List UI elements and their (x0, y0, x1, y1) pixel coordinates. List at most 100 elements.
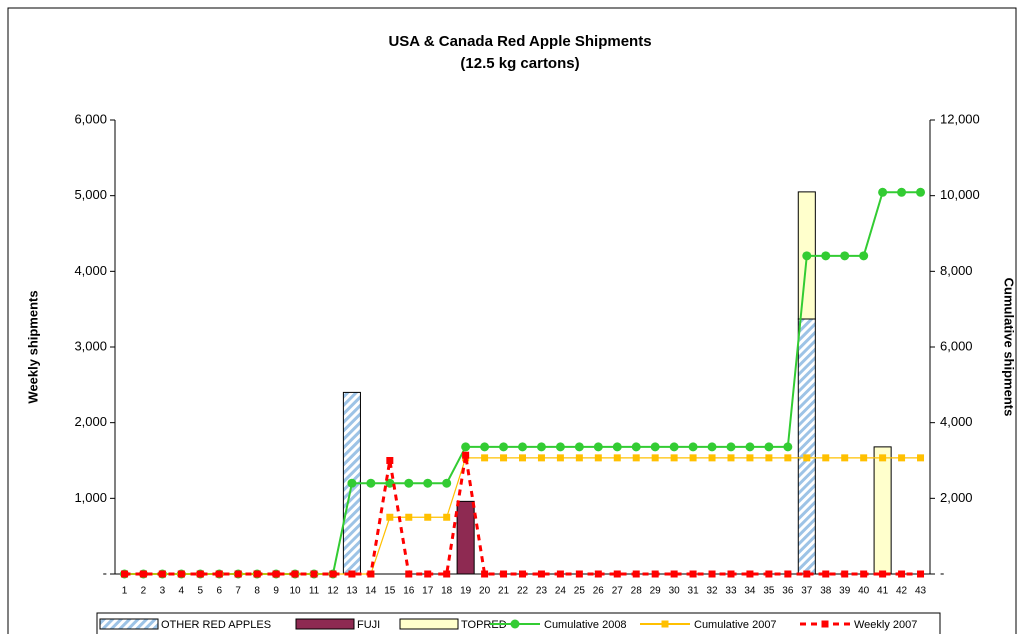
x-tick-label: 40 (858, 586, 870, 597)
y2-tick-label: 6,000 (940, 338, 973, 353)
y-tick-label: 3,000 (74, 338, 107, 353)
legend-label: OTHER RED APPLES (161, 619, 271, 631)
marker (840, 251, 850, 261)
x-tick-label: 9 (273, 586, 279, 597)
x-tick-label: 42 (896, 586, 908, 597)
x-tick-label: 20 (479, 586, 491, 597)
marker (688, 442, 698, 452)
x-tick-label: 19 (460, 586, 472, 597)
marker (291, 570, 299, 578)
marker (708, 570, 716, 578)
y-axis-label: Weekly shipments (25, 290, 40, 403)
marker (802, 251, 812, 261)
marker (612, 442, 622, 452)
marker (783, 442, 793, 452)
y2-tick-label: - (940, 565, 944, 580)
marker (329, 570, 337, 578)
legend-swatch (399, 618, 459, 630)
x-tick-label: 17 (422, 586, 434, 597)
x-tick-label: 25 (574, 586, 586, 597)
marker (366, 478, 376, 488)
marker (348, 570, 356, 578)
marker (669, 442, 679, 452)
y2-axis-label: Cumulative shipments (1002, 278, 1017, 417)
marker (822, 454, 830, 462)
marker (689, 454, 697, 462)
legend-marker (510, 619, 520, 629)
marker (500, 454, 508, 462)
x-tick-label: 22 (517, 586, 529, 597)
marker (120, 570, 128, 578)
chart-title: USA & Canada Red Apple Shipments (388, 33, 651, 50)
legend-marker (661, 620, 669, 628)
bar (873, 446, 892, 575)
marker (556, 570, 564, 578)
x-tick-label: 16 (403, 586, 415, 597)
marker (593, 442, 603, 452)
marker (574, 442, 584, 452)
marker (651, 570, 659, 578)
marker (879, 570, 887, 578)
marker (898, 454, 906, 462)
x-tick-label: 14 (365, 586, 377, 597)
y2-tick-label: 10,000 (940, 187, 980, 202)
x-tick-label: 18 (441, 586, 453, 597)
marker (670, 570, 678, 578)
marker (670, 454, 678, 462)
marker (898, 570, 906, 578)
marker (746, 570, 754, 578)
marker (424, 570, 432, 578)
x-tick-label: 29 (650, 586, 662, 597)
legend-label: Weekly 2007 (854, 619, 917, 631)
marker (803, 454, 811, 462)
marker (650, 442, 660, 452)
marker (423, 478, 433, 488)
marker (519, 454, 526, 462)
marker (859, 251, 869, 261)
marker (555, 442, 565, 452)
marker (480, 442, 490, 452)
legend-swatch (99, 618, 159, 630)
marker (727, 570, 735, 578)
x-tick-label: 26 (593, 586, 605, 597)
marker (765, 570, 773, 578)
marker (139, 570, 147, 578)
marker (537, 570, 545, 578)
marker (860, 454, 868, 462)
marker (746, 454, 754, 462)
marker (821, 251, 831, 261)
x-tick-label: 15 (384, 586, 396, 597)
x-tick-label: 23 (536, 586, 548, 597)
marker (575, 454, 583, 462)
bar (797, 318, 816, 575)
marker (405, 513, 413, 521)
legend-label: FUJI (357, 619, 380, 631)
marker (386, 513, 394, 521)
marker (708, 454, 716, 462)
marker (594, 570, 602, 578)
marker (860, 570, 868, 578)
marker (234, 570, 242, 578)
x-tick-label: 24 (555, 586, 567, 597)
x-tick-label: 6 (216, 586, 222, 597)
marker (764, 442, 774, 452)
marker (727, 454, 735, 462)
marker (443, 570, 451, 578)
marker (310, 570, 318, 578)
x-tick-label: 31 (688, 586, 700, 597)
marker (917, 454, 925, 462)
y2-tick-label: 4,000 (940, 414, 973, 429)
marker (879, 454, 887, 462)
x-tick-label: 38 (820, 586, 832, 597)
x-tick-label: 1 (122, 586, 128, 597)
legend-marker (821, 620, 829, 628)
legend-swatch (295, 618, 355, 630)
marker (347, 478, 357, 488)
marker (500, 570, 508, 578)
x-tick-label: 7 (235, 586, 241, 597)
marker (651, 454, 659, 462)
marker (367, 570, 375, 578)
legend-label: Cumulative 2007 (694, 619, 777, 631)
marker (632, 570, 640, 578)
marker (272, 570, 280, 578)
